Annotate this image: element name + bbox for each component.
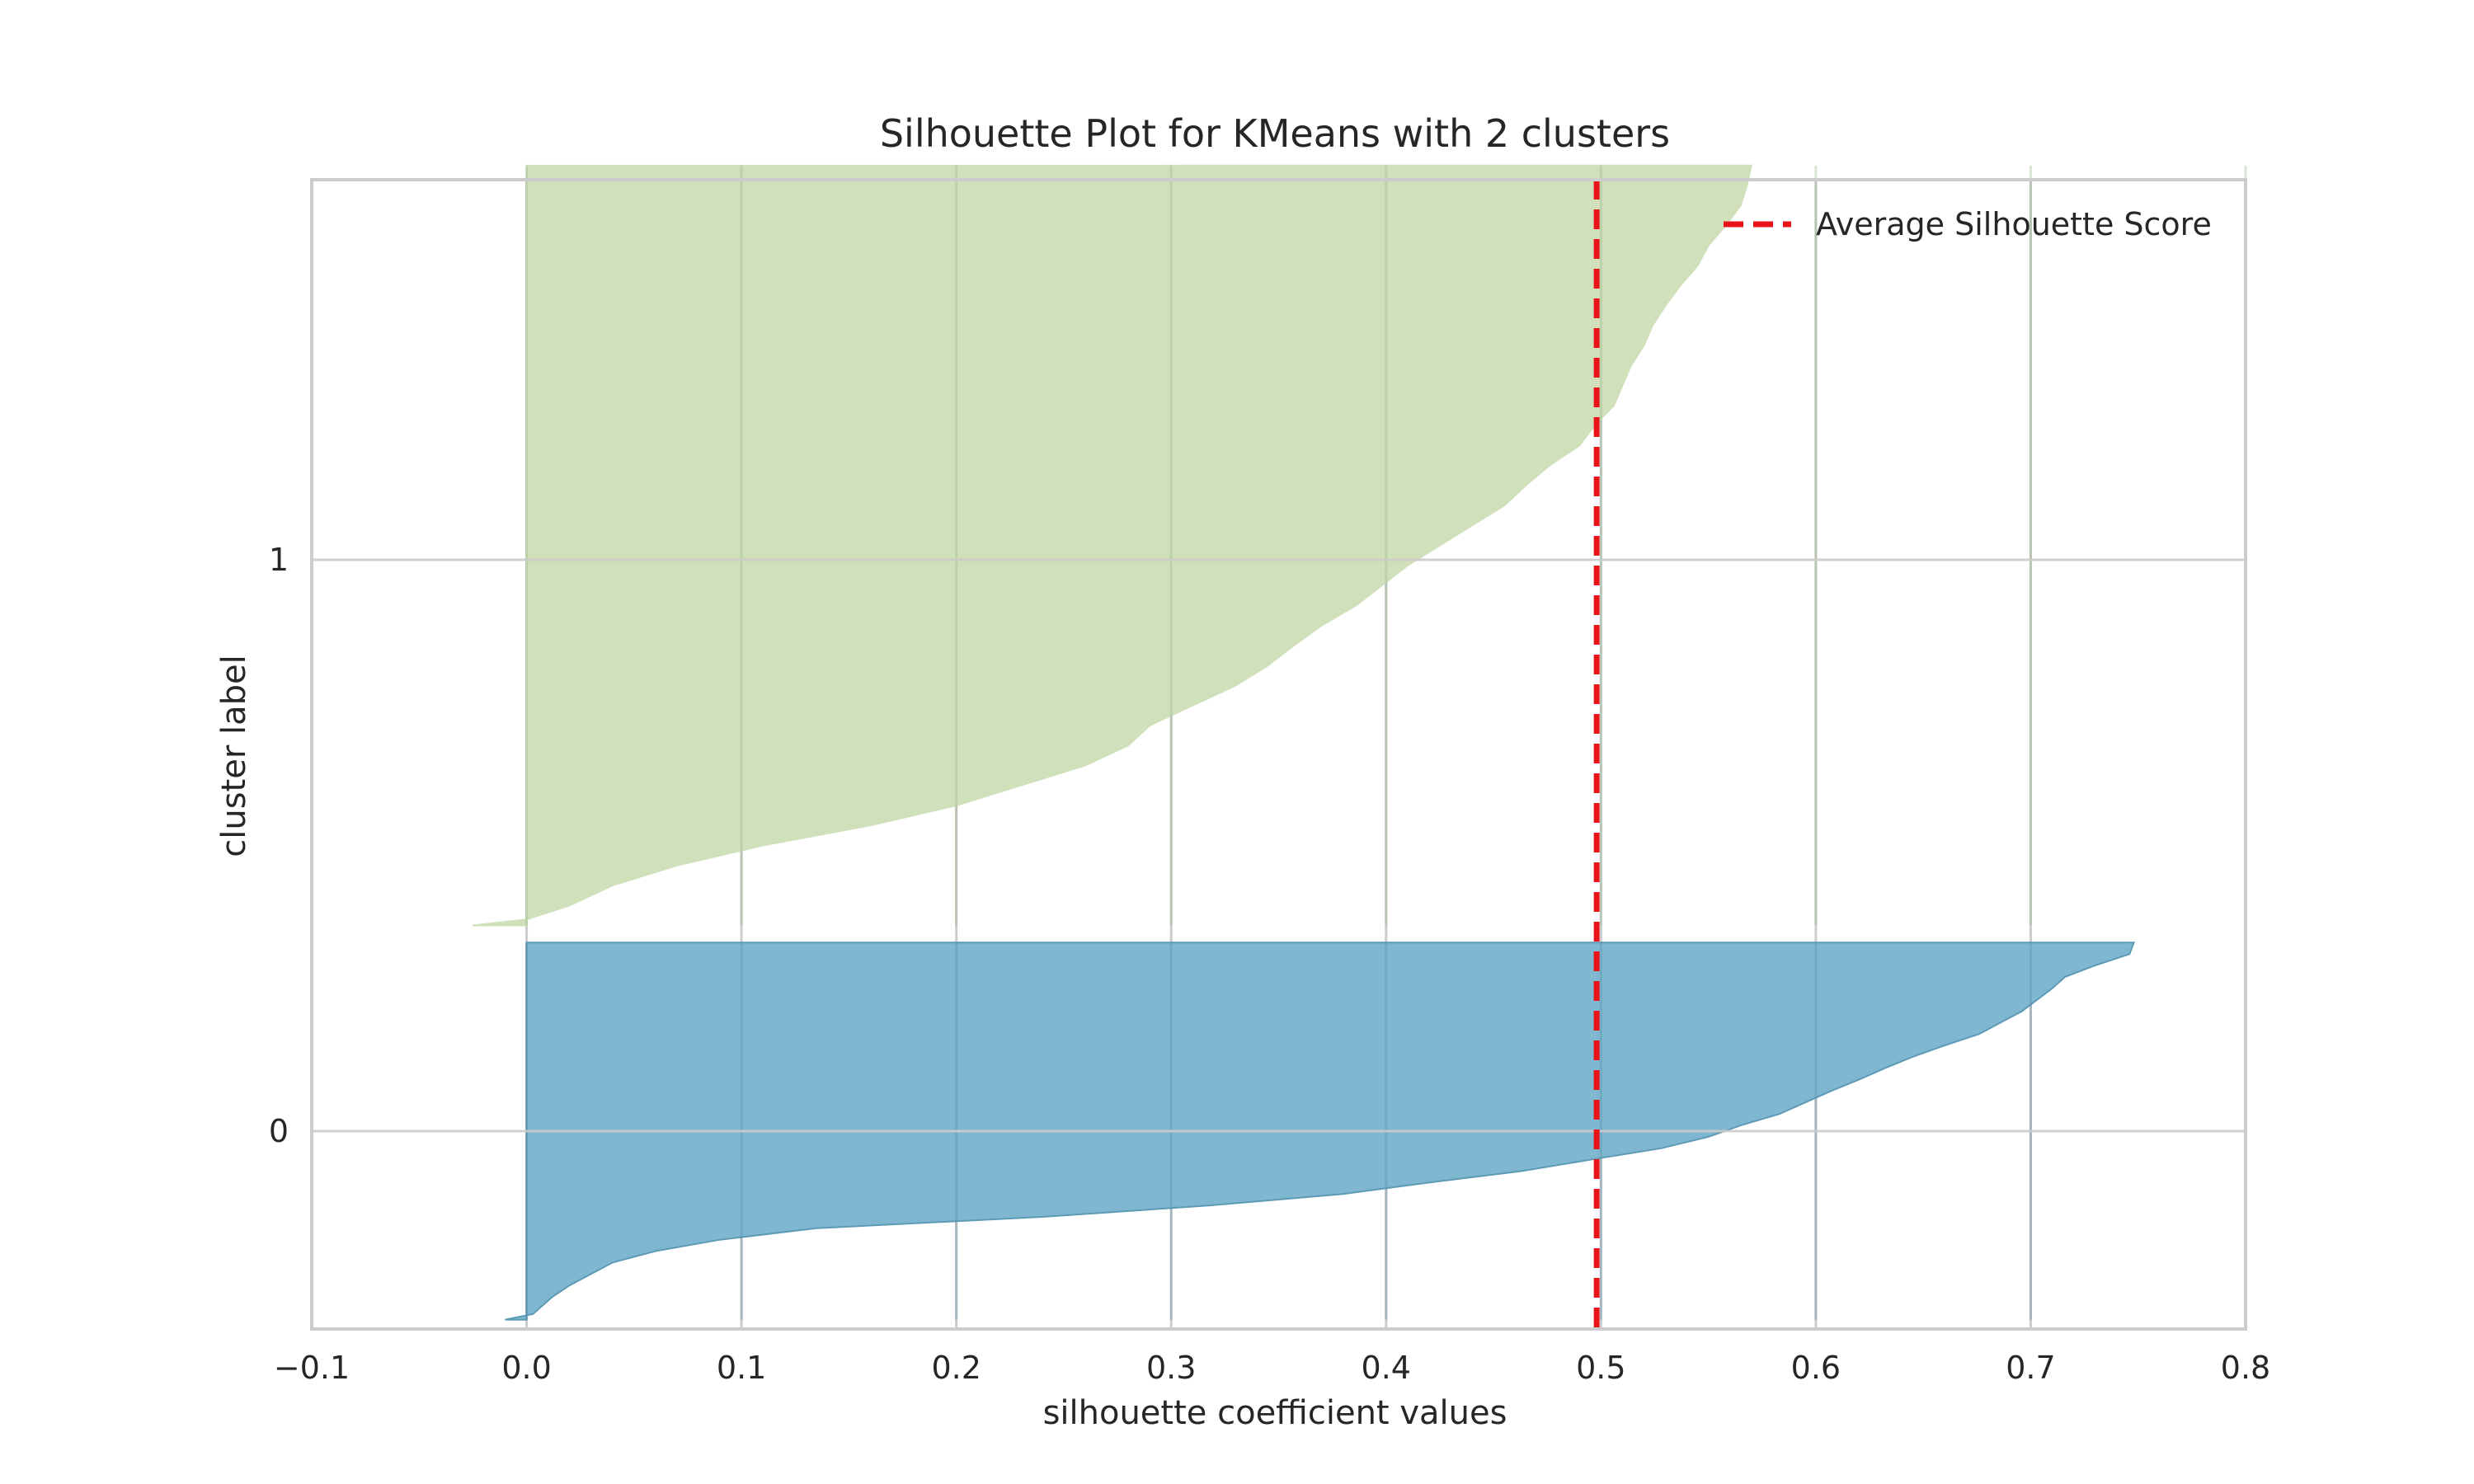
x-tick-label-8: 0.7 [2006,1350,2055,1386]
x-tick-label-3: 0.2 [931,1350,981,1386]
y-tick-labels: 01 [269,542,289,1149]
axes-frame [310,178,2247,1331]
x-axis-label: silhouette coefficient values [1043,1394,1507,1432]
axes-border [310,178,2247,1331]
x-tick-labels: −0.1 0.0 0.1 0.2 0.3 0.4 0.5 0.6 0.7 0.8 [274,1350,2270,1386]
y-axis-label: cluster label [215,655,253,857]
x-tick-label-0: −0.1 [274,1350,350,1386]
y-tick-label-0: 0 [269,1113,289,1149]
y-tick-label-1: 1 [269,542,289,578]
chart-title: Silhouette Plot for KMeans with 2 cluste… [880,111,1670,156]
cluster-1-silhouette [473,164,1752,927]
x-tick-label-9: 0.8 [2221,1350,2270,1386]
x-tick-label-2: 0.1 [717,1350,766,1386]
x-tick-label-4: 0.3 [1146,1350,1196,1386]
x-tick-label-6: 0.5 [1576,1350,1625,1386]
x-tick-label-1: 0.0 [501,1350,551,1386]
legend: Average Silhouette Score [1724,206,2212,242]
legend-label-average: Average Silhouette Score [1816,206,2212,242]
x-tick-label-7: 0.6 [1791,1350,1841,1386]
horizontal-gridlines [312,558,2246,1133]
x-tick-label-5: 0.4 [1362,1350,1411,1386]
